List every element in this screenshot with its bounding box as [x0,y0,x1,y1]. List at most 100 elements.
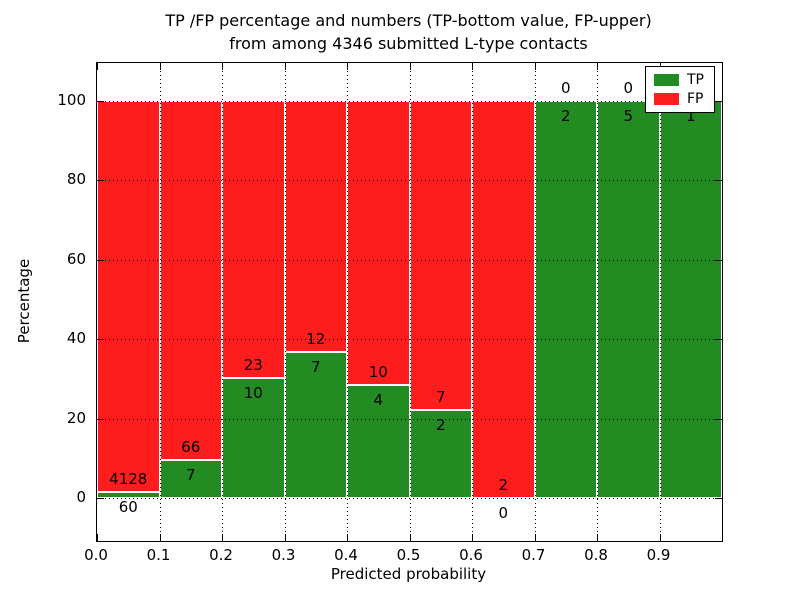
x-tick-label: 0.2 [209,546,233,564]
tp-count-label: 1 [685,107,696,125]
tp-count-label: 0 [498,504,509,522]
fp-count-label: 23 [243,355,263,374]
y-tick-left [97,498,104,499]
y-tick-label: 0 [76,488,86,506]
legend-label-tp: TP [687,72,704,88]
x-tick-label: 0.1 [146,546,171,564]
y-tick-label: 60 [66,249,86,268]
bar-segment-tp [659,101,722,498]
x-tick-top [597,63,598,70]
fp-count-label: 7 [435,387,446,406]
x-tick-label: 0.8 [584,546,608,564]
legend-item: TP [654,73,704,87]
y-tick-left [97,418,104,420]
y-tick-left [97,339,104,341]
x-tick-top [534,63,536,70]
plot-area: 41286066723101271047220020501 [96,62,723,542]
bar-segment-tp [97,492,160,498]
x-tick-bottom [284,534,286,541]
tp-count-label: 2 [435,415,446,434]
fp-count-label: 12 [306,329,326,348]
legend-swatch-tp [654,74,679,86]
bar-segment-fp [409,101,472,410]
bar-segment-fp [347,101,410,385]
y-tick-right [715,180,722,182]
bar-segment-tp [159,459,222,498]
fp-count-label: 0 [623,79,634,97]
grid-line-vertical [222,63,223,541]
x-tick-label: 0.4 [334,546,358,564]
x-tick-top [159,63,161,70]
tp-count-label: 4 [373,390,384,409]
x-tick-bottom [659,534,661,541]
x-tick-top [409,63,411,70]
grid-line-vertical [597,63,598,541]
y-tick-right [715,339,722,341]
x-tick-label: 0.5 [396,546,421,564]
fp-count-label: 2 [498,476,509,494]
tp-count-label: 2 [560,107,571,125]
x-tick-bottom [409,534,411,541]
bar-segment-fp [159,101,222,460]
chart-title-line1: TP /FP percentage and numbers (TP-bottom… [165,11,652,30]
bar-segment-fp [472,101,535,498]
x-tick-label: 0.7 [521,546,546,564]
legend-swatch-fp [654,93,679,105]
x-tick-bottom [472,534,473,541]
bar-segment-tp [597,101,660,498]
grid-line-vertical [159,63,161,541]
chart-title: TP /FP percentage and numbers (TP-bottom… [96,9,721,55]
bar-segment-tp [284,351,347,498]
y-tick-right [715,101,722,102]
grid-line-vertical [472,63,473,541]
grid-line-vertical [409,63,411,541]
fp-count-label: 66 [181,437,201,456]
grid-line-vertical [347,63,348,541]
y-tick-label: 80 [66,170,86,189]
bar-segment-fp [97,101,160,493]
y-tick-right [715,418,722,420]
x-tick-label: 0.9 [646,546,671,564]
x-tick-bottom [534,534,536,541]
fp-count-label: 10 [368,362,388,381]
x-tick-bottom [347,534,348,541]
x-tick-label: 0.0 [84,546,108,564]
y-axis-label: Percentage [15,258,33,344]
x-tick-top [347,63,348,70]
bar-segment-tp [534,101,597,498]
y-tick-left [97,180,104,182]
fp-count-label: 4128 [109,470,148,489]
y-tick-label: 100 [57,91,86,109]
x-tick-bottom [597,534,598,541]
legend-label-fp: FP [687,91,704,107]
y-tick-label: 20 [66,408,86,427]
x-tick-top [284,63,286,70]
bar-segment-fp [284,101,347,352]
tp-count-label: 5 [623,107,634,125]
x-tick-top [97,63,98,70]
fp-count-label: 0 [560,79,571,97]
y-tick-left [97,101,104,102]
x-tick-bottom [222,534,223,541]
y-tick-label: 40 [66,329,86,348]
x-tick-top [222,63,223,70]
x-tick-label: 0.3 [271,546,296,564]
y-tick-right [715,259,722,261]
y-tick-right [715,498,722,499]
legend: TP FP [645,66,715,113]
y-tick-left [97,259,104,261]
bar-segment-fp [222,101,285,378]
grid-line-vertical [659,63,661,541]
tp-count-label: 7 [185,465,196,484]
x-tick-label: 0.6 [459,546,483,564]
x-tick-bottom [97,534,98,541]
chart-title-line2: from among 4346 submitted L-type contact… [229,34,588,53]
x-tick-top [472,63,473,70]
grid-line-vertical [284,63,286,541]
tp-count-label: 60 [118,498,138,517]
bar-segment-tp [347,384,410,498]
x-axis-label: Predicted probability [330,565,487,583]
tp-count-label: 7 [310,357,321,376]
x-tick-bottom [159,534,161,541]
